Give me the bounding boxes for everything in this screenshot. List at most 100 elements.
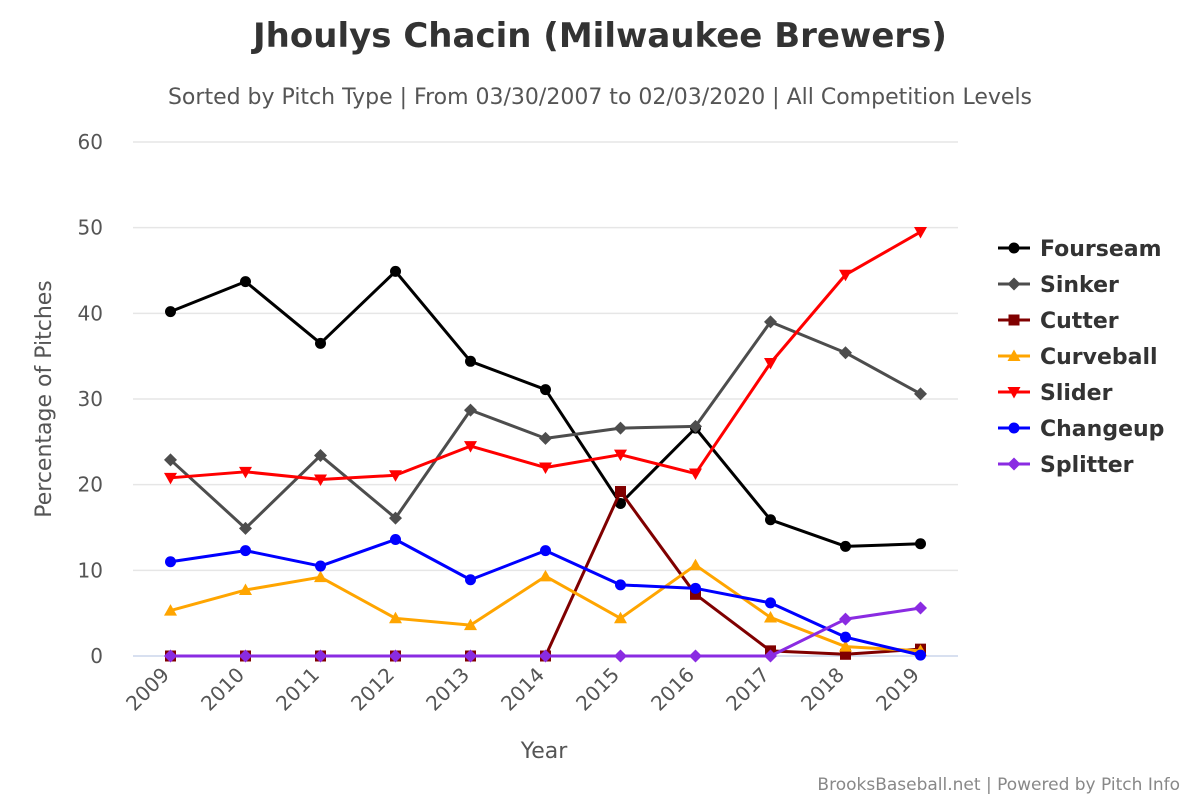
splitter-point-2018[interactable] [839, 612, 852, 626]
splitter-point-2017[interactable] [764, 649, 777, 663]
splitter-point-2019[interactable] [914, 601, 927, 615]
x-tick-label: 2011 [271, 663, 324, 716]
series-changeup [165, 533, 926, 661]
x-tick-label: 2014 [496, 663, 549, 716]
changeup-point-2017[interactable] [765, 597, 776, 609]
curveball-point-2017[interactable] [764, 610, 777, 623]
slider-point-2015[interactable] [614, 449, 627, 462]
slider-point-2014[interactable] [539, 462, 552, 475]
changeup-point-2010[interactable] [240, 545, 251, 557]
sinker-point-2009[interactable] [164, 453, 177, 467]
sinker-point-2014[interactable] [539, 431, 552, 445]
grid-lines [133, 141, 958, 657]
splitter-point-2015[interactable] [614, 649, 627, 663]
series-fourseam [165, 265, 926, 552]
splitter-point-2009[interactable] [164, 649, 177, 663]
curveball-point-2011[interactable] [314, 570, 327, 583]
sinker-point-2017[interactable] [764, 315, 777, 329]
x-tick-label: 2016 [646, 663, 699, 716]
legend-item-changeup[interactable]: Changeup [998, 417, 1164, 442]
curveball-point-2016[interactable] [689, 558, 702, 571]
splitter-point-2013[interactable] [464, 649, 477, 663]
sinker-point-2019[interactable] [914, 387, 927, 401]
splitter-point-2014[interactable] [539, 649, 552, 663]
sinker-line [169, 320, 922, 530]
series-curveball [164, 558, 927, 656]
slider-point-2017[interactable] [764, 358, 777, 370]
changeup-point-2011[interactable] [315, 560, 326, 572]
changeup-point-2013[interactable] [465, 574, 476, 586]
series-group [164, 226, 927, 663]
sinker-point-2010[interactable] [239, 521, 252, 535]
curveball-point-2015[interactable] [614, 611, 627, 624]
legend-item-curveball[interactable]: Curveball [998, 345, 1158, 370]
legend-slider-marker [1007, 387, 1021, 399]
legend-splitter-marker [1007, 457, 1021, 471]
curveball-point-2010[interactable] [239, 583, 252, 596]
legend-item-sinker[interactable]: Sinker [998, 273, 1119, 298]
y-axis-ticks: 0 10 20 30 40 50 60 [78, 130, 103, 668]
cutter-point-2018[interactable] [840, 648, 851, 660]
fourseam-point-2009[interactable] [165, 306, 176, 318]
x-tick-label: 2009 [121, 663, 174, 716]
slider-point-2011[interactable] [314, 474, 327, 487]
curveball-point-2013[interactable] [464, 618, 477, 631]
slider-point-2019[interactable] [914, 226, 927, 239]
slider-point-2013[interactable] [464, 441, 477, 453]
sinker-point-2012[interactable] [389, 511, 402, 525]
credits[interactable]: BrooksBaseball.net | Powered by Pitch In… [817, 775, 1180, 795]
curveball-point-2014[interactable] [539, 569, 552, 582]
legend-fourseam-label: Fourseam [1040, 237, 1162, 262]
y-tick-label: 0 [90, 644, 103, 668]
x-tick-label: 2017 [721, 663, 774, 716]
curveball-point-2018[interactable] [839, 640, 852, 652]
splitter-point-2010[interactable] [239, 649, 252, 663]
x-tick-label: 2019 [871, 663, 924, 716]
fourseam-point-2010[interactable] [240, 276, 251, 288]
y-tick-label: 30 [78, 387, 103, 411]
legend-slider-label: Slider [1040, 381, 1113, 406]
changeup-point-2019[interactable] [915, 649, 926, 661]
y-axis-title: Percentage of Pitches [32, 280, 57, 518]
changeup-point-2016[interactable] [690, 582, 701, 594]
slider-point-2012[interactable] [389, 470, 402, 482]
slider-point-2016[interactable] [689, 468, 702, 481]
changeup-point-2012[interactable] [390, 533, 401, 545]
splitter-point-2016[interactable] [689, 649, 702, 663]
changeup-point-2014[interactable] [540, 545, 551, 557]
sinker-point-2015[interactable] [614, 421, 627, 435]
fourseam-point-2013[interactable] [465, 355, 476, 367]
legend-item-splitter[interactable]: Splitter [998, 453, 1134, 478]
fourseam-point-2012[interactable] [390, 265, 401, 277]
sinker-point-2016[interactable] [689, 419, 702, 433]
splitter-point-2012[interactable] [389, 649, 402, 663]
changeup-point-2015[interactable] [615, 579, 626, 591]
fourseam-point-2019[interactable] [915, 538, 926, 550]
legend-item-cutter[interactable]: Cutter [998, 309, 1119, 334]
curveball-point-2009[interactable] [164, 604, 177, 616]
legend-changeup-marker [1008, 422, 1020, 434]
fourseam-point-2011[interactable] [315, 337, 326, 349]
sinker-point-2011[interactable] [314, 449, 327, 463]
fourseam-point-2017[interactable] [765, 514, 776, 526]
x-tick-label: 2015 [571, 663, 624, 716]
legend-item-fourseam[interactable]: Fourseam [998, 237, 1162, 262]
slider-point-2009[interactable] [164, 472, 177, 485]
cutter-point-2015[interactable] [615, 486, 626, 498]
legend-item-slider[interactable]: Slider [998, 381, 1113, 406]
sinker-point-2018[interactable] [839, 346, 852, 360]
slider-point-2010[interactable] [239, 466, 252, 479]
sinker-point-2013[interactable] [464, 403, 477, 417]
splitter-point-2011[interactable] [314, 649, 327, 663]
y-tick-label: 50 [78, 216, 103, 240]
fourseam-point-2014[interactable] [540, 384, 551, 396]
fourseam-point-2018[interactable] [840, 540, 851, 552]
chart-title: Jhoulys Chacin (Milwaukee Brewers) [251, 16, 947, 56]
changeup-point-2018[interactable] [840, 631, 851, 643]
legend-sinker-marker [1007, 277, 1021, 291]
changeup-point-2009[interactable] [165, 556, 176, 568]
cutter-point-2016[interactable] [690, 588, 701, 600]
y-tick-label: 10 [78, 558, 103, 582]
curveball-point-2012[interactable] [389, 611, 402, 624]
slider-point-2018[interactable] [839, 269, 852, 282]
